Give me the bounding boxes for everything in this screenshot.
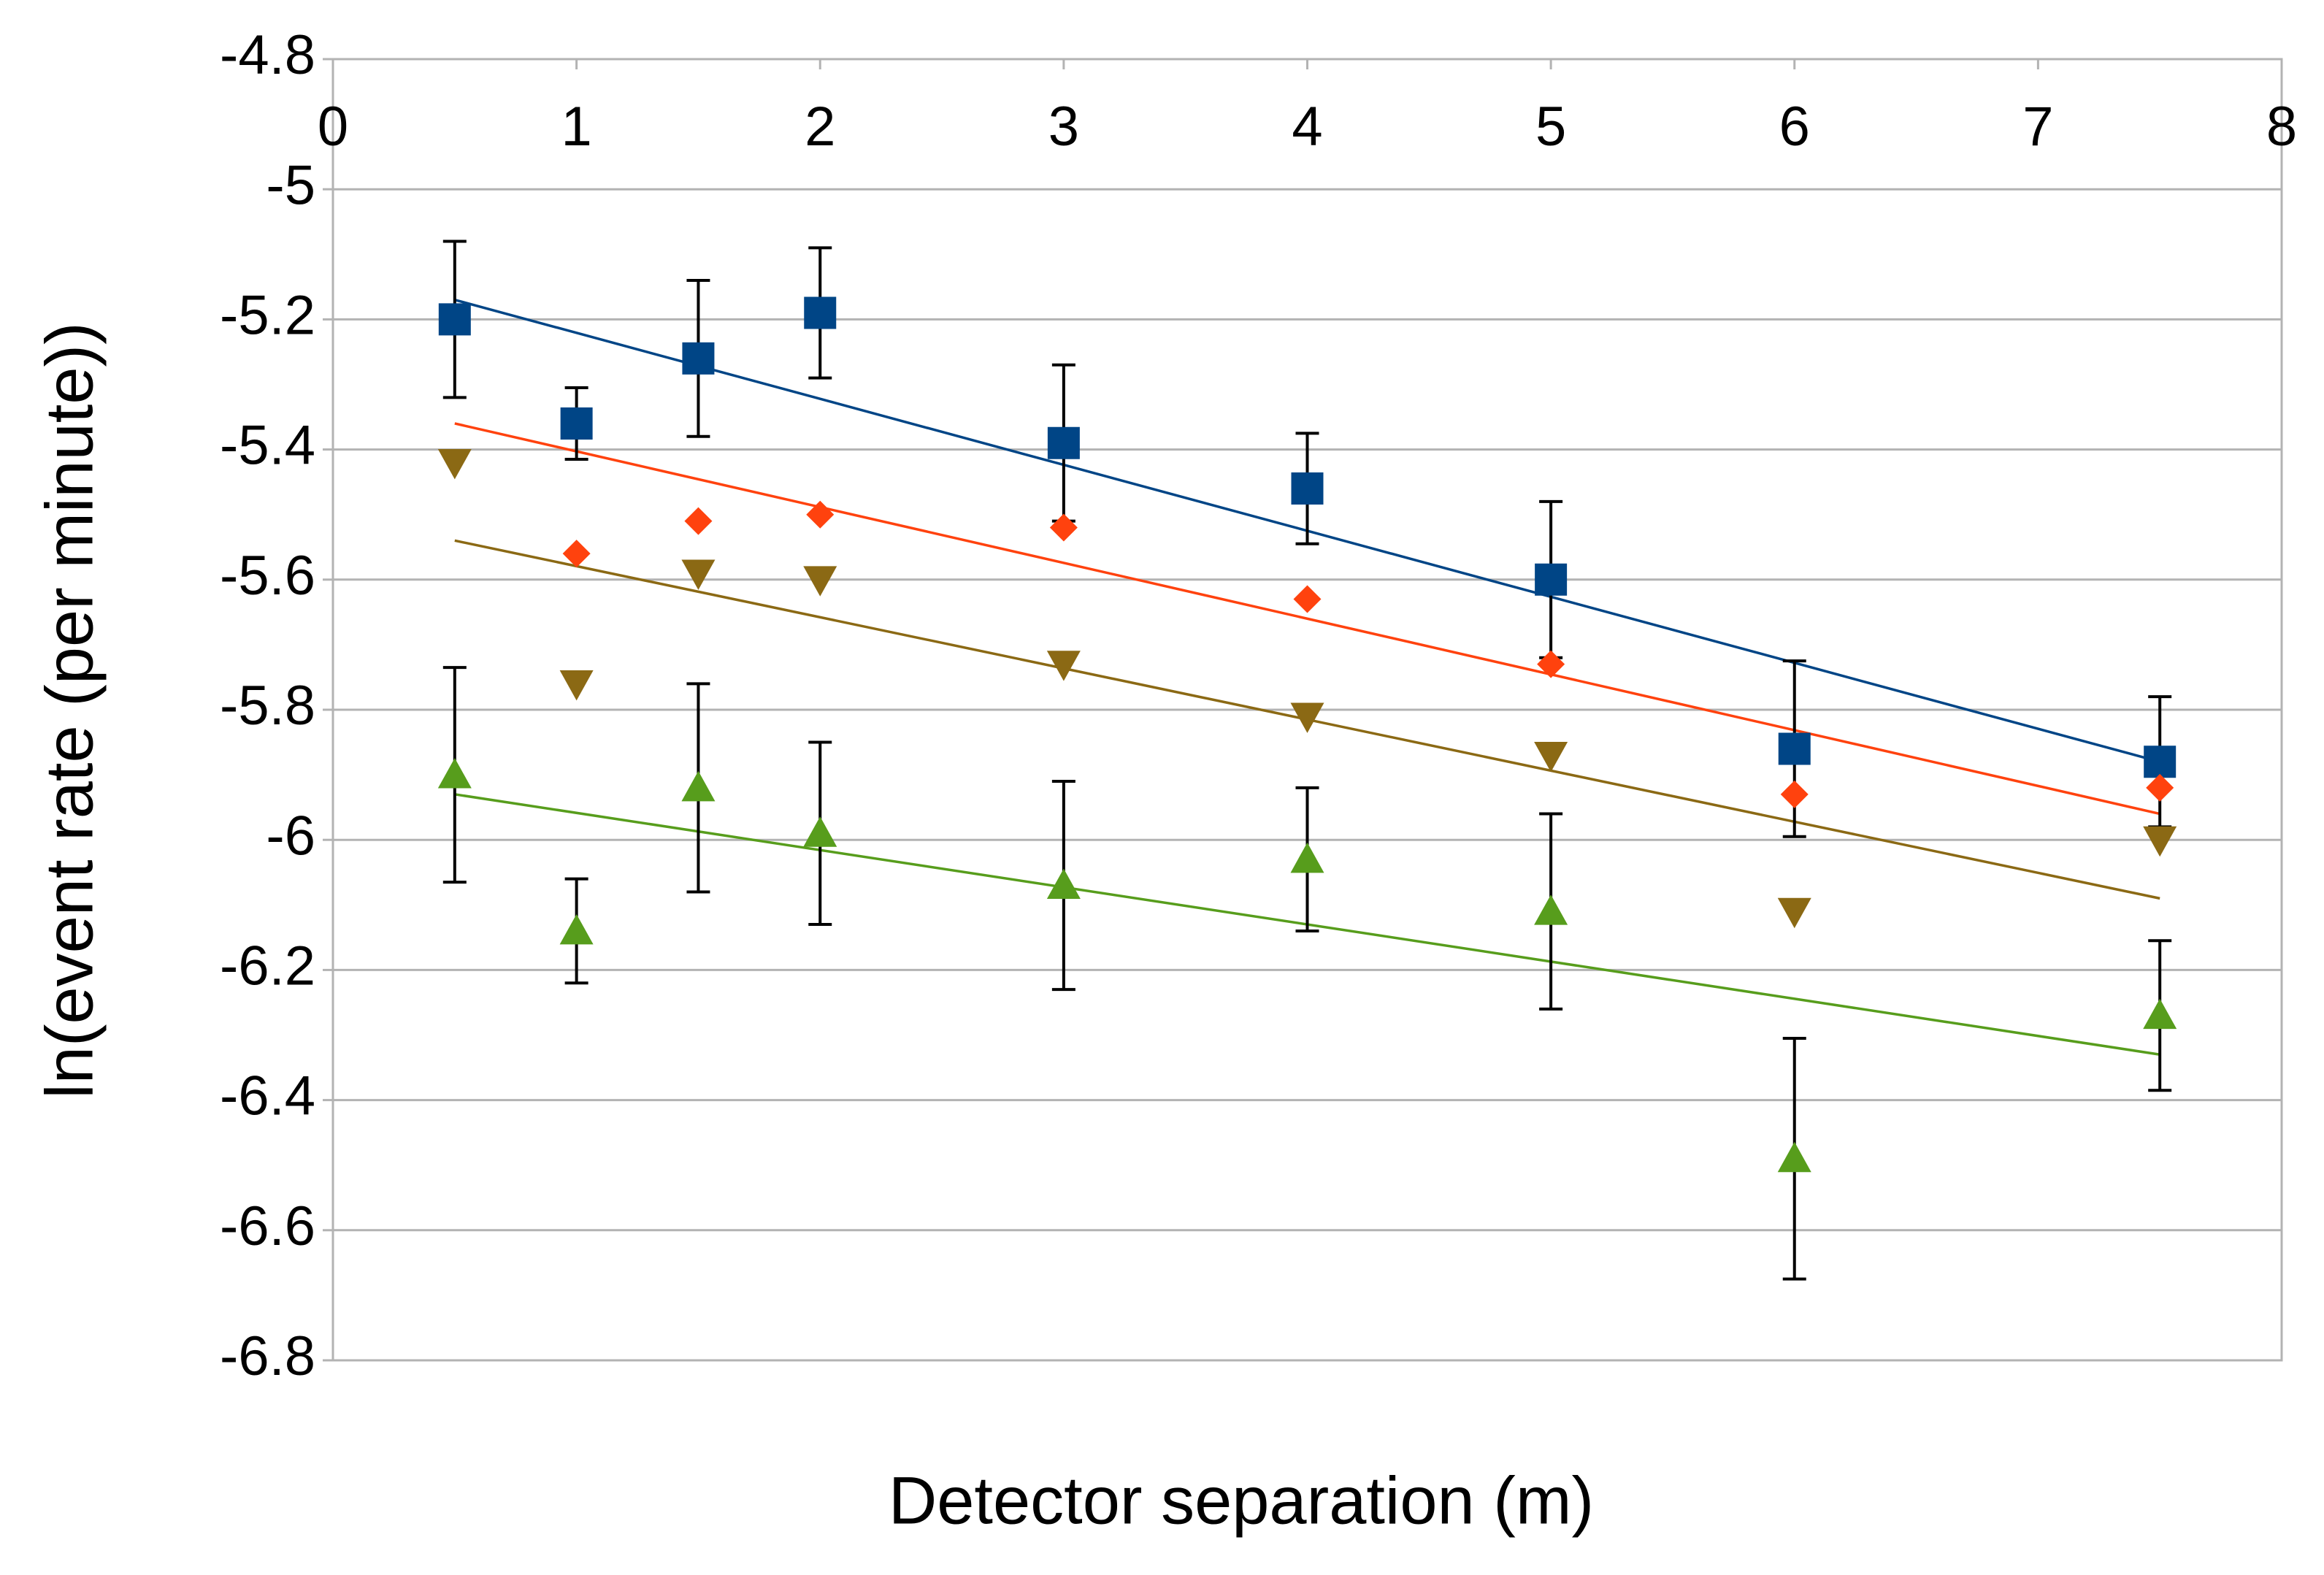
y-tick-label: -4.8: [220, 24, 315, 86]
data-point: [1290, 842, 1324, 873]
data-point: [681, 770, 716, 802]
data-point: [804, 296, 837, 329]
data-point: [1291, 472, 1324, 505]
data-point: [559, 913, 594, 945]
x-tick-label: 4: [1292, 96, 1322, 158]
data-point: [438, 303, 471, 336]
x-tick-label: 5: [1535, 96, 1566, 158]
data-point: [682, 342, 715, 375]
y-tick-label: -5.6: [220, 545, 315, 607]
y-tick-label: -6.6: [220, 1195, 315, 1257]
data-point: [1777, 1141, 1811, 1173]
x-tick-label: 3: [1048, 96, 1079, 158]
x-tick-label: 7: [2022, 96, 2053, 158]
y-tick-label: -6.2: [220, 935, 315, 997]
data-point: [803, 816, 837, 847]
y-tick-label: -5.8: [220, 675, 315, 737]
data-point: [1537, 650, 1565, 678]
data-point: [681, 559, 716, 590]
data-point: [1290, 702, 1324, 733]
x-tick-label: 8: [2266, 96, 2297, 158]
data-point: [2143, 998, 2177, 1030]
data-point: [559, 670, 594, 701]
data-point: [806, 500, 835, 529]
trend-line: [454, 422, 2160, 816]
data-point: [1780, 780, 1809, 808]
y-tick-label: -6.4: [220, 1065, 315, 1127]
data-point: [1534, 894, 1568, 925]
x-tick-label: 2: [805, 96, 835, 158]
x-tick-label: 0: [318, 96, 348, 158]
data-point: [1049, 513, 1078, 542]
data-point: [1534, 741, 1568, 773]
data-point: [1535, 563, 1568, 596]
data-point: [803, 566, 837, 597]
data-point: [1778, 732, 1811, 765]
y-tick-label: -5: [266, 154, 315, 216]
y-axis-title: ln(event rate (per minute)): [32, 322, 107, 1099]
data-point: [1047, 426, 1080, 459]
data-point: [437, 758, 472, 789]
data-point: [684, 507, 713, 535]
data-point: [2143, 826, 2177, 857]
y-tick-label: -5.4: [220, 415, 315, 477]
y-tick-label: -6.8: [220, 1325, 315, 1387]
data-point: [1777, 897, 1811, 929]
x-tick-label: 6: [1779, 96, 1810, 158]
data-point: [2144, 746, 2177, 778]
data-point: [1046, 651, 1081, 681]
data-point: [560, 407, 593, 440]
data-point: [1293, 585, 1322, 613]
x-axis-title: Detector separation (m): [889, 1463, 1594, 1538]
x-tick-label: 1: [561, 96, 591, 158]
data-point: [2146, 773, 2174, 802]
data-point: [437, 449, 472, 480]
y-tick-label: -6: [266, 805, 315, 867]
data-point: [562, 540, 591, 568]
data-point: [1046, 868, 1081, 899]
y-tick-label: -5.2: [220, 284, 315, 346]
